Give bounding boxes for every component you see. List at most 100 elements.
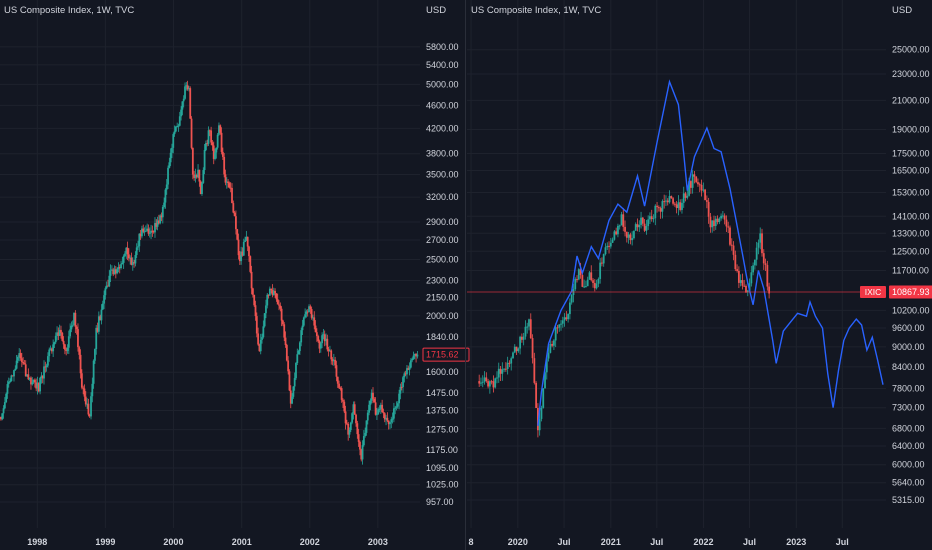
candle-body — [730, 244, 733, 246]
candle-body — [609, 242, 612, 247]
candle-body — [135, 247, 138, 255]
candle-body — [66, 347, 69, 351]
candle-body — [250, 271, 253, 289]
candle-body — [36, 382, 39, 389]
left-price-axis[interactable]: USD 957.00 1025.00 1095.00 1175.00 1275.00 13… — [426, 5, 459, 507]
candle-body — [599, 262, 602, 279]
candle-body — [220, 132, 223, 152]
candle-body — [107, 285, 109, 287]
right-chart-title: US Composite Index, 1W, TVC — [471, 5, 601, 16]
candle-body — [261, 337, 263, 340]
candle-body — [390, 419, 393, 423]
left-chart-title: US Composite Index, 1W, TVC — [4, 5, 134, 16]
candle-body — [127, 254, 130, 259]
candle-body — [20, 358, 23, 363]
candle-body — [279, 305, 282, 309]
candle-body — [373, 398, 376, 403]
candle-body — [82, 387, 85, 389]
time-tick-label: Jul — [558, 537, 571, 547]
candle-body — [218, 125, 220, 135]
candle-body — [7, 381, 10, 385]
candle-body — [78, 347, 81, 355]
price-tick-label: 8400.00 — [892, 362, 925, 372]
candle-body — [366, 412, 369, 421]
candle-body — [496, 377, 498, 379]
candle-body — [224, 174, 227, 183]
candle-body — [138, 233, 141, 247]
price-tick-label: 1600.00 — [426, 367, 459, 377]
candle-body — [258, 344, 261, 352]
time-tick-label: 1999 — [95, 537, 115, 547]
candle-body — [156, 220, 159, 227]
candle-body — [22, 362, 25, 364]
candle-body — [369, 400, 372, 405]
price-tick-label: 2300.00 — [426, 276, 459, 286]
candle-body — [547, 352, 550, 359]
candle-body — [499, 368, 502, 374]
candle-body — [618, 225, 621, 227]
candle-body — [321, 335, 323, 344]
candle-body — [663, 201, 666, 203]
candle-body — [215, 147, 218, 153]
right-time-axis[interactable]: 8 2020 Jul 2021 Jul 2022 Jul 2023 Jul — [469, 537, 849, 547]
candle-body — [208, 130, 211, 132]
candle-body — [707, 201, 710, 217]
candle-body — [272, 290, 275, 296]
candle-body — [310, 309, 313, 318]
left-last-price-label: 1715.62 — [422, 347, 470, 362]
candle-body — [11, 375, 14, 377]
time-tick-label: 2020 — [508, 537, 528, 547]
last-price-badge — [422, 347, 470, 362]
candle-body — [296, 354, 299, 363]
candle-body — [392, 408, 395, 419]
last-price-badge — [889, 285, 932, 299]
candle-body — [686, 195, 689, 198]
candle-body — [570, 294, 573, 303]
candle-body — [581, 274, 584, 287]
price-tick-label: 10200.00 — [892, 305, 930, 315]
candle-body — [134, 254, 137, 264]
candle-body — [40, 375, 43, 379]
left-chart-pane[interactable]: USD 957.00 1025.00 1095.00 1175.00 1275.00 13… — [0, 0, 470, 547]
candle-body — [124, 253, 126, 257]
candle-body — [679, 202, 682, 210]
candle-body — [356, 423, 359, 435]
candle-body — [753, 259, 756, 266]
candle-body — [304, 314, 307, 318]
price-tick-label: 1375.00 — [426, 405, 459, 415]
candle-body — [155, 223, 158, 227]
candle-body — [705, 200, 708, 202]
price-tick-label: 21000.00 — [892, 95, 930, 105]
candle-body — [237, 239, 240, 256]
candle-body — [163, 202, 166, 207]
candle-body — [649, 216, 651, 220]
candle-body — [670, 196, 673, 199]
candle-body — [86, 403, 88, 405]
candle-body — [53, 342, 56, 345]
candle-body — [659, 208, 662, 212]
candle-body — [43, 366, 45, 379]
price-tick-label: 957.00 — [426, 497, 454, 507]
candle-body — [94, 349, 96, 361]
right-price-axis[interactable]: USD 5315.00 5640.00 6000.00 6400.00 6800.00 7… — [892, 5, 930, 505]
candle-body — [344, 411, 347, 424]
candle-body — [35, 382, 38, 389]
candle-body — [376, 414, 378, 416]
candle-body — [306, 311, 309, 313]
time-tick-label: 2001 — [232, 537, 252, 547]
right-chart-pane[interactable]: USD 5315.00 5640.00 6000.00 6400.00 6800.00 7… — [467, 0, 932, 547]
candle-body — [374, 402, 377, 415]
price-tick-label: 5800.00 — [426, 42, 459, 52]
candle-body — [15, 360, 18, 369]
left-time-axis[interactable]: 1998 1999 2000 2001 2002 2003 — [27, 537, 388, 547]
candle-body — [214, 152, 216, 159]
candle-body — [104, 288, 107, 296]
candle-body — [709, 216, 712, 228]
price-tick-label: 3200.00 — [426, 192, 459, 202]
candle-body — [206, 143, 209, 145]
candle-body — [308, 306, 310, 313]
candle-body — [131, 262, 134, 265]
time-tick-label: 2003 — [368, 537, 388, 547]
candle-body — [641, 217, 644, 224]
candle-body — [512, 352, 514, 359]
